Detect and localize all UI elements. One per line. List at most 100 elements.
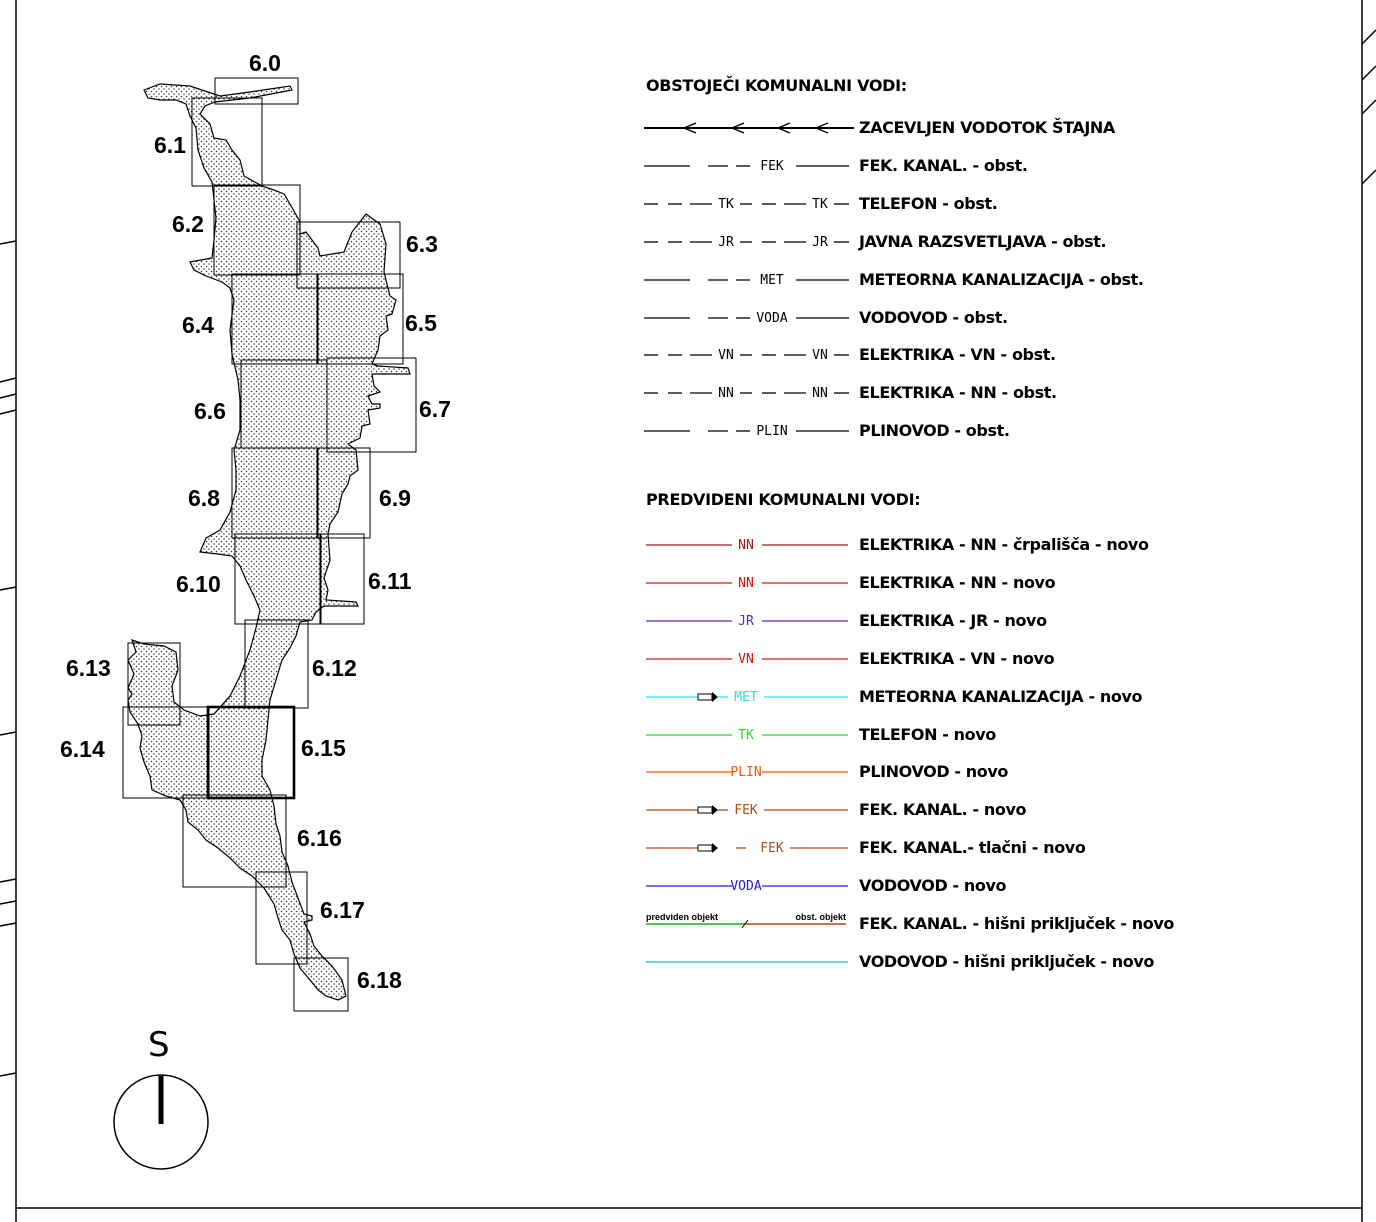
sheet-label: 6.3 [406, 231, 438, 257]
legend-row: PLIN PLINOVOD - obst. [644, 419, 1364, 443]
legend-line-symbol: NN NN [644, 381, 854, 405]
legend-line-symbol: MET [644, 268, 854, 292]
sheet-label: 6.1 [154, 132, 186, 158]
legend-row: VODOVOD - hišni priključek - novo [644, 950, 1364, 974]
legend-line-tag: TK [738, 728, 754, 743]
legend-line-tag: NN [718, 386, 734, 401]
legend-row: VODA VODOVOD - novo [644, 874, 1364, 898]
legend-description: ELEKTRIKA - JR - novo [859, 611, 1047, 630]
legend-line-symbol: VODA [644, 874, 854, 898]
sheet-label: 6.15 [301, 735, 346, 761]
legend-line-tag: NN [812, 386, 828, 401]
legend-line-symbol: FEK [644, 154, 854, 178]
legend-description: ELEKTRIKA - NN - obst. [859, 383, 1057, 402]
legend-line-symbol: FEK [644, 798, 854, 822]
planned-utilities-title: PREDVIDENI KOMUNALNI VODI: [646, 490, 920, 509]
sheet-label: 6.16 [297, 825, 342, 851]
legend-line-symbol [644, 116, 854, 140]
legend-line-tag: MET [734, 690, 758, 705]
planned-object-label: predviden objekt [646, 912, 718, 922]
legend-description: ZACEVLJEN VODOTOK ŠTAJNA [859, 118, 1115, 137]
sheet-label: 6.4 [182, 312, 214, 338]
sheet-label: 6.13 [66, 655, 111, 681]
sheet-label: 6.10 [176, 571, 221, 597]
legend-description: PLINOVOD - obst. [859, 421, 1010, 440]
north-arrow: S [114, 1025, 208, 1169]
sheet-label: 6.11 [368, 568, 412, 594]
legend-line-symbol: NN [644, 533, 854, 557]
legend-row: PLIN PLINOVOD - novo [644, 760, 1364, 784]
legend-line-tag: MET [760, 273, 784, 288]
legend-line-symbol: predviden objekt obst. objekt [644, 912, 854, 936]
legend-line-tag: VODA [756, 311, 787, 326]
legend-line-tag: VN [812, 348, 828, 363]
existing-utilities-title: OBSTOJEČI KOMUNALNI VODI: [646, 76, 907, 95]
legend-description: FEK. KANAL. - novo [859, 800, 1026, 819]
legend-description: FEK. KANAL. - obst. [859, 156, 1028, 175]
sheet-label: 6.9 [379, 485, 411, 511]
legend-row: NN ELEKTRIKA - NN - novo [644, 571, 1364, 595]
sheet-label: 6.18 [357, 967, 402, 993]
legend-row: TK TK TELEFON - obst. [644, 192, 1364, 216]
legend-description: ELEKTRIKA - VN - novo [859, 649, 1054, 668]
legend-description: JAVNA RAZSVETLJAVA - obst. [859, 232, 1106, 251]
flow-arrowhead-icon [712, 805, 718, 815]
north-label: S [148, 1025, 170, 1065]
legend-description: ELEKTRIKA - NN - črpališča - novo [859, 535, 1149, 554]
legend-row: MET METEORNA KANALIZACIJA - novo [644, 685, 1364, 709]
legend-row: ZACEVLJEN VODOTOK ŠTAJNA [644, 116, 1364, 140]
legend-line-tag: JR [718, 235, 734, 250]
legend-description: TELEFON - obst. [859, 194, 997, 213]
sheet-label: 6.2 [172, 211, 204, 237]
legend-line-symbol [644, 950, 854, 974]
legend-line-tag: PLIN [730, 765, 761, 780]
sheet-label: 6.17 [320, 897, 365, 923]
legend-description: FEK. KANAL.- tlačni - novo [859, 838, 1085, 857]
legend-line-tag: FEK [760, 159, 784, 174]
legend-description: PLINOVOD - novo [859, 762, 1008, 781]
legend-line-symbol: VN [644, 647, 854, 671]
legend-description: VODOVOD - hišni priključek - novo [859, 952, 1154, 971]
legend-row: FEK FEK. KANAL. - novo [644, 798, 1364, 822]
legend-line-tag: VN [738, 652, 754, 667]
sheet-label: 6.12 [312, 655, 357, 681]
coastal-area [128, 84, 410, 1000]
flow-arrowhead-icon [712, 843, 718, 853]
legend-line-tag: JR [812, 235, 828, 250]
legend-description: METEORNA KANALIZACIJA - novo [859, 687, 1142, 706]
legend-line-tag: VODA [730, 879, 761, 894]
legend-line-symbol: VN VN [644, 343, 854, 367]
legend-description: ELEKTRIKA - VN - obst. [859, 345, 1056, 364]
sheet-label: 6.0 [249, 50, 281, 76]
flow-direction-icon [698, 845, 712, 851]
legend-row: predviden objekt obst. objekt FEK. KANAL. … [644, 912, 1364, 936]
legend-row: FEK FEK. KANAL. - obst. [644, 154, 1364, 178]
legend-line-symbol: JR JR [644, 230, 854, 254]
legend-line-symbol: TK [644, 723, 854, 747]
legend-row: NN NN ELEKTRIKA - NN - obst. [644, 381, 1364, 405]
legend-line-symbol: JR [644, 609, 854, 633]
legend-line-tag: NN [738, 538, 754, 553]
legend-description: TELEFON - novo [859, 725, 996, 744]
legend-row: MET METEORNA KANALIZACIJA - obst. [644, 268, 1364, 292]
legend-row: TK TELEFON - novo [644, 723, 1364, 747]
sheet-label: 6.7 [419, 396, 451, 422]
legend-description: VODOVOD - obst. [859, 308, 1008, 327]
flow-direction-icon [698, 807, 712, 813]
legend-line-tag: FEK [760, 841, 784, 856]
legend-description: VODOVOD - novo [859, 876, 1006, 895]
legend-line-tag: VN [718, 348, 734, 363]
flow-direction-icon [698, 694, 712, 700]
legend-line-tag: TK [812, 197, 828, 212]
sheet-label: 6.5 [405, 310, 437, 336]
legend-line-symbol: NN [644, 571, 854, 595]
legend-line-tag: FEK [734, 803, 758, 818]
legend-row: JR ELEKTRIKA - JR - novo [644, 609, 1364, 633]
flow-arrowhead-icon [712, 692, 718, 702]
legend-row: NN ELEKTRIKA - NN - črpališča - novo [644, 533, 1364, 557]
existing-object-label: obst. objekt [795, 912, 846, 922]
legend-line-tag: TK [718, 197, 734, 212]
legend-line-symbol: PLIN [644, 419, 854, 443]
legend-line-symbol: MET [644, 685, 854, 709]
legend-row: FEK FEK. KANAL.- tlačni - novo [644, 836, 1364, 860]
